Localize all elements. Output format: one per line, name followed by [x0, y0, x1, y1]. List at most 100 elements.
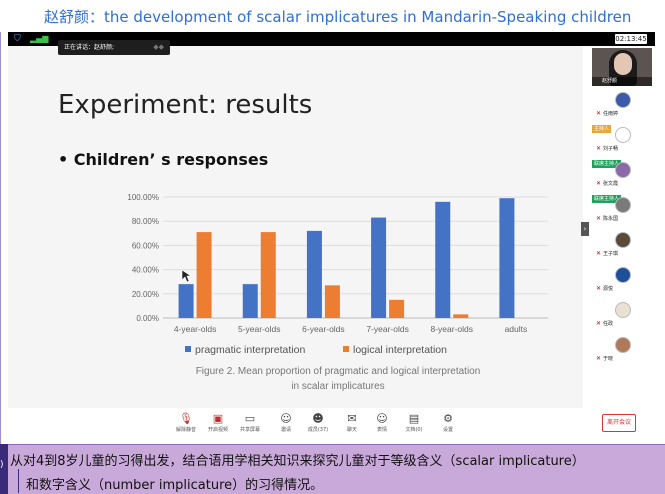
subtitle-side-tab[interactable]: ) — [0, 444, 8, 494]
bar-pragmatic — [178, 284, 194, 318]
role-badge: 联席主持人 — [592, 195, 622, 203]
bar-logical — [260, 232, 276, 318]
avatar — [615, 197, 631, 213]
y-tick-label: 40.00% — [132, 266, 159, 275]
participant-name: 张文霞 — [603, 181, 619, 187]
toolbar-button-emoji[interactable]: ☺ 表情 — [370, 412, 394, 438]
bar-pragmatic — [499, 198, 515, 318]
mic-muted-icon: ✕ — [596, 110, 602, 117]
participant-name-row: ✕ 刘子畅 — [596, 145, 618, 153]
leave-meeting-button[interactable]: 离开会议 — [602, 414, 636, 432]
toolbar-button-chat[interactable]: ✉ 聊天 — [340, 412, 364, 438]
speaking-indicator: 正在讲话：赵舒颜; ◆◆ — [58, 40, 170, 55]
participant-name-row: ✕ 于晓 — [596, 355, 613, 363]
participant-name-row: ✕ 陈永国 — [596, 215, 618, 223]
toolbar-button-settings[interactable]: ⚙ 设置 — [436, 412, 460, 438]
avatar — [615, 267, 631, 283]
toolbar-button-video-off[interactable]: ▣ 开启视频 — [206, 412, 230, 438]
participant-tile[interactable]: ✕ 任雨婷 — [592, 90, 652, 120]
x-tick-label: 7-year-olds — [366, 324, 409, 334]
bar-pragmatic — [435, 201, 451, 318]
mic-muted-icon: ✕ — [596, 215, 602, 222]
bar-chart: 0.00% 20.00% 40.00% 60.00% 80.00% 100.00% 4-ye… — [127, 193, 548, 392]
participant-name: 源悦 — [603, 286, 614, 292]
bar-pragmatic — [371, 217, 387, 318]
participant-tile[interactable]: ✕ 任政 — [592, 300, 652, 330]
toolbar-button-label: 成员(37) — [307, 427, 329, 433]
x-tick-label: 6-year-olds — [302, 324, 345, 334]
participant-tile[interactable]: ✕ 于晓 — [592, 335, 652, 365]
participant-name: 于晓 — [603, 356, 614, 362]
toolbar-button-label: 聊天 — [346, 427, 357, 433]
participant-name-row: ✕ 张文霞 — [596, 180, 618, 188]
toolbar-button-document[interactable]: ▤ 文档(0) — [402, 412, 426, 438]
mouse-cursor-icon — [181, 269, 192, 283]
legend-label: pragmatic interpretation — [195, 344, 305, 356]
x-tick-label: 5-year-olds — [238, 324, 281, 334]
speaker-face — [614, 53, 632, 75]
mic-muted-icon: ✕ — [596, 145, 602, 152]
participant-tile[interactable]: 主持人 ✕ 刘子畅 — [592, 125, 652, 155]
bar-pragmatic — [306, 230, 322, 318]
audio-wave-icon: ◆◆ — [153, 43, 164, 51]
avatar — [615, 162, 631, 178]
participant-tile[interactable]: ✕ 王子琪 — [592, 230, 652, 260]
toolbar-button-label: 开启视频 — [207, 427, 228, 433]
emoji-icon: ☺ — [376, 412, 388, 425]
video-off-icon: ▣ — [212, 412, 224, 425]
figure-caption-line-2: in scalar implicatures — [291, 381, 384, 392]
participant-name: 任政 — [603, 321, 614, 327]
y-tick-label: 20.00% — [132, 290, 159, 299]
speaker-name: 赵舒颜 — [592, 77, 652, 86]
bar-logical — [324, 285, 340, 318]
figure-caption-line-1: Figure 2. Mean proportion of pragmatic a… — [196, 366, 481, 377]
slide-bullet: • Children’ s responses — [58, 150, 269, 169]
chevron-icon: ) — [0, 460, 4, 470]
bar-logical — [389, 299, 405, 318]
share-screen-icon: ▭ — [244, 412, 256, 425]
subtitle-bar: 从对4到8岁儿童的习得出发，结合语用学相关知识来探究儿童对于等级含义（scala… — [8, 444, 665, 494]
avatar — [615, 302, 631, 318]
invite-icon: ☺ — [280, 412, 292, 425]
bar-pragmatic — [242, 284, 258, 318]
document-icon: ▤ — [408, 412, 420, 425]
legend-swatch — [343, 346, 349, 352]
mic-muted-icon: 🎙 — [179, 412, 193, 425]
participant-name-row: ✕ 王子琪 — [596, 250, 618, 258]
y-tick-label: 100.00% — [127, 193, 159, 202]
signal-icon: ▂▄▆ — [30, 34, 49, 43]
toolbar-button-label: 解除静音 — [175, 427, 196, 433]
participant-name-row: ✕ 源悦 — [596, 285, 613, 293]
participant-name-row: ✕ 任政 — [596, 320, 613, 328]
chat-icon: ✉ — [347, 412, 357, 425]
subtitle-line-1: 从对4到8岁儿童的习得出发，结合语用学相关知识来探究儿童对于等级含义（scala… — [10, 454, 585, 469]
participant-tile[interactable]: 联席主持人 ✕ 张文霞 — [592, 160, 652, 190]
speaking-text: 正在讲话：赵舒颜; — [64, 44, 115, 51]
avatar — [615, 232, 631, 248]
avatar — [615, 92, 631, 108]
participant-tile[interactable]: 联席主持人 ✕ 陈永国 — [592, 195, 652, 225]
toolbar-button-label: 共享屏幕 — [239, 427, 260, 433]
participant-name: 陈永国 — [603, 216, 619, 222]
toolbar-button-label: 邀请 — [280, 427, 291, 433]
subtitle-line-2: 和数字含义（number implicature）的习得情况。 — [26, 478, 324, 493]
bar-logical — [196, 232, 212, 318]
toolbar-button-label: 设置 — [442, 427, 453, 433]
subtitle-divider — [18, 469, 19, 493]
y-tick-label: 0.00% — [136, 314, 159, 323]
avatar — [615, 337, 631, 353]
speaker-video-tile[interactable]: 赵舒颜 — [592, 48, 652, 86]
participant-name-row: ✕ 任雨婷 — [596, 110, 618, 118]
x-tick-label: adults — [505, 324, 528, 334]
participant-name: 任雨婷 — [603, 111, 619, 117]
toolbar-button-invite[interactable]: ☺ 邀请 — [274, 412, 298, 438]
toolbar-button-mic-muted[interactable]: 🎙 解除静音 — [174, 412, 198, 438]
toolbar-button-label: 文档(0) — [405, 427, 423, 433]
settings-icon: ⚙ — [443, 412, 453, 425]
participant-name: 刘子畅 — [603, 146, 619, 152]
toolbar-button-share-screen[interactable]: ▭ 共享屏幕 — [238, 412, 262, 438]
toolbar-button-members[interactable]: ☻ 成员(37) — [306, 412, 330, 438]
participant-tile[interactable]: ✕ 源悦 — [592, 265, 652, 295]
panel-toggle-icon[interactable]: › — [581, 222, 589, 236]
